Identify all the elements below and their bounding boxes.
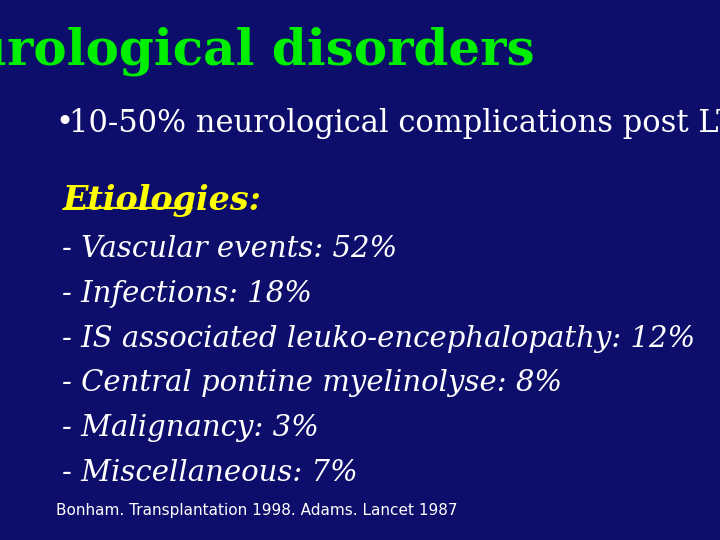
Text: - Malignancy: 3%: - Malignancy: 3% (63, 414, 319, 442)
FancyBboxPatch shape (42, 0, 385, 540)
Text: - Central pontine myelinolyse: 8%: - Central pontine myelinolyse: 8% (63, 369, 562, 397)
Text: 10-50% neurological complications post LTx first week: 10-50% neurological complications post L… (69, 108, 720, 139)
Text: - Miscellaneous: 7%: - Miscellaneous: 7% (63, 459, 358, 487)
Text: - IS associated leuko-encephalopathy: 12%: - IS associated leuko-encephalopathy: 12… (63, 325, 696, 353)
Text: - Vascular events: 52%: - Vascular events: 52% (63, 235, 397, 263)
Text: •: • (55, 108, 73, 137)
Text: Neurological disorders: Neurological disorders (0, 27, 534, 77)
Text: Etiologies:: Etiologies: (63, 184, 261, 217)
Text: - Infections: 18%: - Infections: 18% (63, 280, 312, 308)
Text: Bonham. Transplantation 1998. Adams. Lancet 1987: Bonham. Transplantation 1998. Adams. Lan… (55, 503, 457, 518)
